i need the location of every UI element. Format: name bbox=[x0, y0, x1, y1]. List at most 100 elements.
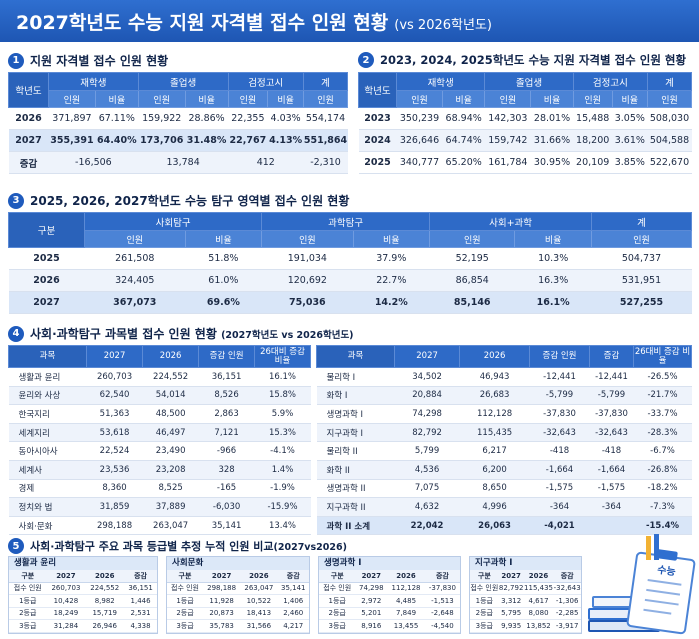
table-cell: -4,021 bbox=[529, 516, 590, 536]
table-cell: 경제 bbox=[8, 479, 87, 499]
table-cell: -5,799 bbox=[529, 386, 590, 406]
table-cell: 82,792 bbox=[498, 582, 524, 595]
table-cell: 15.3% bbox=[254, 423, 311, 443]
table-cell: -5,799 bbox=[589, 386, 634, 406]
table-cell: 접수 인원 bbox=[470, 582, 499, 595]
table-cell: 지구과학 I bbox=[316, 423, 395, 443]
table-cell: -364 bbox=[589, 497, 634, 517]
table-cell: 191,034 bbox=[261, 247, 353, 270]
table-cell: 30.95% bbox=[530, 151, 574, 174]
table-cell: -32,643 bbox=[529, 423, 590, 443]
table-cell: -28.3% bbox=[633, 423, 692, 443]
inquiry-area-table: 구분 사회탐구 과학탐구 사회+과학 계 인원 비율 인원 비율 인원 비율 인원 2… bbox=[8, 212, 692, 314]
table-cell: 4,536 bbox=[394, 460, 460, 480]
table-cell: 22,524 bbox=[86, 441, 143, 461]
table-row: 세계사 23,536 23,208 328 1.4% bbox=[8, 460, 311, 480]
table-row: 화학 II 4,536 6,200 -1,664 -1,664 -26.8% bbox=[316, 460, 692, 480]
table-cell: 8,982 bbox=[85, 594, 125, 608]
table-header: 2027 bbox=[355, 570, 388, 583]
table-cell: 22,355 bbox=[228, 107, 268, 130]
table-cell: 31,566 bbox=[240, 619, 278, 633]
table-cell: 6,217 bbox=[459, 441, 530, 461]
table-row: 2027 367,073 69.6% 75,036 14.2% 85,146 16.1% 52… bbox=[8, 291, 692, 314]
table-cell: 527,255 bbox=[591, 291, 692, 314]
table-cell: 1등급 bbox=[319, 594, 356, 608]
table-cell: 51,363 bbox=[86, 404, 143, 424]
table-cell: 16.3% bbox=[514, 269, 592, 292]
table-cell: 68.94% bbox=[442, 107, 485, 130]
table-cell: 1,406 bbox=[277, 594, 309, 608]
table-row: 화학 I 20,884 26,683 -5,799 -5,799 -21.7% bbox=[316, 386, 692, 406]
social-subjects-table: 과목 2027 2026 증감 인원 26대비 증감 비율 생활과 윤리 260,… bbox=[8, 345, 311, 536]
table-cell: 2026 bbox=[8, 107, 49, 130]
table-row: 1등급 2,972 4,485 -1,513 bbox=[319, 594, 460, 608]
table-row: 지구과학 II 4,632 4,996 -364 -364 -7.3% bbox=[316, 497, 692, 517]
table-header: 2026 bbox=[523, 570, 554, 583]
table-cell: 159,922 bbox=[138, 107, 186, 130]
table-cell: 36,151 bbox=[124, 582, 157, 595]
table-cell: -16,506 bbox=[48, 151, 139, 174]
table-cell: -418 bbox=[589, 441, 634, 461]
table-cell: 2등급 bbox=[470, 607, 499, 620]
table-cell: 26,063 bbox=[459, 516, 530, 536]
table-row: 3등급 8,916 13,455 -4,540 bbox=[319, 619, 460, 633]
table-cell: 2등급 bbox=[319, 607, 356, 620]
table-row: 지구과학 I 82,792 115,435 -32,643 -32,643 -28.3% bbox=[316, 423, 692, 443]
table-cell: 10.3% bbox=[514, 247, 592, 270]
table-cell: 554,174 bbox=[303, 107, 348, 130]
table-cell: 263,047 bbox=[142, 516, 199, 536]
table-row: 물리학 I 34,502 46,943 -12,441 -12,441 -26.5% bbox=[316, 367, 692, 387]
table-cell: 298,188 bbox=[203, 582, 241, 595]
table-cell: -26.5% bbox=[633, 367, 692, 387]
table-cell: 5,795 bbox=[498, 607, 524, 620]
table-cell: 세계사 bbox=[8, 460, 87, 480]
table-row: 3등급 31,284 26,946 4,338 bbox=[9, 619, 157, 633]
header-total: 계 bbox=[591, 212, 692, 231]
table-cell: -966 bbox=[198, 441, 255, 461]
table-cell: 4,632 bbox=[394, 497, 460, 517]
table-cell: -32,643 bbox=[589, 423, 634, 443]
header-count: 인원 bbox=[591, 230, 692, 248]
book-stack-icon bbox=[588, 596, 660, 632]
table-cell: 15,488 bbox=[573, 107, 613, 130]
table-cell: 2등급 bbox=[9, 607, 47, 620]
table-cell: 85,146 bbox=[429, 291, 515, 314]
header-2027: 2027 bbox=[393, 345, 461, 368]
header-ratio: 비율 bbox=[611, 90, 649, 108]
table-cell: 69.6% bbox=[185, 291, 262, 314]
table-row: 접수 인원 74,298 112,128 -37,830 bbox=[319, 582, 460, 595]
table-row: 사회·문화 298,188 263,047 35,141 13.4% bbox=[8, 516, 311, 536]
clipboard-icon bbox=[626, 549, 696, 635]
table-cell: 112,128 bbox=[387, 582, 425, 595]
table-cell: 62,540 bbox=[86, 386, 143, 406]
table-cell: 28.01% bbox=[530, 107, 574, 130]
section-title: 사회·과학탐구 주요 과목 등급별 추정 누적 인원 비교(2027vs2026… bbox=[30, 540, 347, 553]
table-cell: 세계지리 bbox=[8, 423, 87, 443]
table-cell: 4,617 bbox=[523, 594, 554, 608]
table-cell: 18,413 bbox=[240, 607, 278, 620]
table-row: 2등급 18,249 15,719 2,531 bbox=[9, 607, 157, 620]
header-science: 과학탐구 bbox=[261, 212, 431, 231]
table-cell: -7.3% bbox=[633, 497, 692, 517]
table-cell: 522,670 bbox=[647, 151, 692, 174]
table-cell: 생활과 윤리 bbox=[8, 367, 87, 387]
table-cell: -4,540 bbox=[424, 619, 460, 633]
table-cell: 7,849 bbox=[387, 607, 425, 620]
table-cell: 5.9% bbox=[254, 404, 311, 424]
table-cell: 35,141 bbox=[277, 582, 309, 595]
table-cell: 224,552 bbox=[85, 582, 125, 595]
grade-card-title: 지구과학 I bbox=[470, 557, 581, 570]
table-cell: 46,943 bbox=[459, 367, 530, 387]
books-clipboard-illustration: 수능 bbox=[588, 534, 696, 635]
header-change-rate: 26대비 증감 비율 bbox=[254, 345, 311, 368]
table-cell: 정치와 법 bbox=[8, 497, 87, 517]
table-cell: 86,854 bbox=[429, 269, 515, 292]
table-cell: 2025 bbox=[8, 247, 85, 270]
section-title: 사회·과학탐구 과목별 접수 인원 현황 (2027학년도 vs 2026학년도… bbox=[30, 327, 354, 341]
grade-card: 지구과학 I 구분 2027 2026 증감 접수 인원 82,792 115,435 -32,… bbox=[469, 556, 582, 634]
table-cell: 31.48% bbox=[185, 129, 229, 152]
table-cell: 생명과학 I bbox=[316, 404, 395, 424]
table-cell: 1,446 bbox=[124, 594, 157, 608]
header-ged: 검정고시 bbox=[572, 72, 649, 91]
table-cell: 161,784 bbox=[484, 151, 531, 174]
